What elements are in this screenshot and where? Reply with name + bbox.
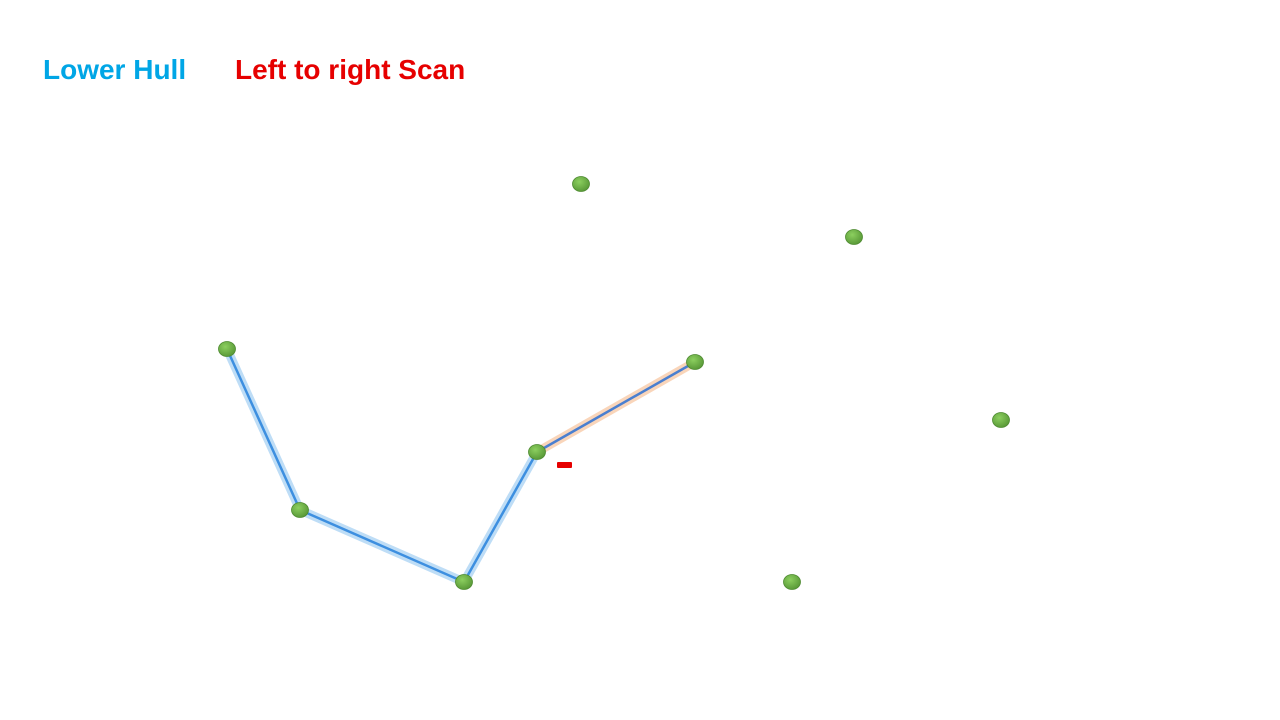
hull-edge (225, 347, 302, 512)
edges-layer (222, 344, 700, 587)
hull-edge (462, 450, 539, 584)
point-p6 (572, 176, 590, 192)
point-p1 (218, 341, 236, 357)
points-layer (218, 176, 1010, 590)
hull-edge (298, 508, 466, 584)
point-p9 (783, 574, 801, 590)
lower-hull-title: Lower Hull (43, 54, 187, 85)
scan-title: Left to right Scan (235, 54, 466, 85)
point-p3 (455, 574, 473, 590)
point-p7 (845, 229, 863, 245)
point-p4 (528, 444, 546, 460)
minus-marker (557, 462, 572, 468)
point-p5 (686, 354, 704, 370)
point-p2 (291, 502, 309, 518)
candidate-edge (535, 360, 697, 454)
point-p8 (992, 412, 1010, 428)
